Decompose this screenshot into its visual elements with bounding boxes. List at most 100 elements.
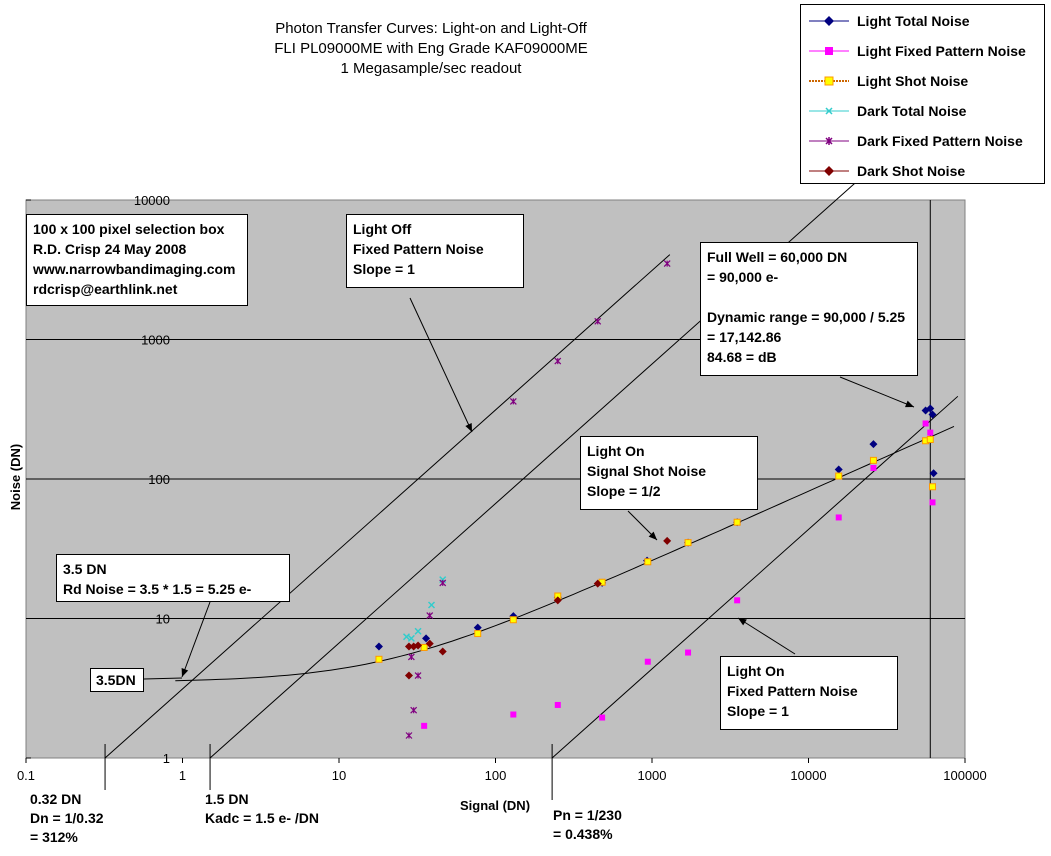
y-tick-label: 1000 <box>141 333 170 348</box>
data-point <box>474 630 482 638</box>
data-point <box>644 558 652 566</box>
data-point <box>594 317 602 325</box>
data-point <box>835 472 843 480</box>
read-noise-label-leader <box>143 677 183 680</box>
x-tick-label: 100000 <box>943 768 986 783</box>
read-noise-label: 3.5DN <box>90 668 144 692</box>
light-off-fpn-fit-line <box>104 254 671 759</box>
light-off-note: Light Off Fixed Pattern Noise Slope = 1 <box>346 214 524 288</box>
data-point <box>926 404 935 413</box>
full-well-note: Full Well = 60,000 DN = 90,000 e- Dynami… <box>700 242 918 376</box>
data-point <box>425 639 434 648</box>
diamond-marker-icon <box>809 16 849 26</box>
series-5 <box>404 536 672 680</box>
x-marker-icon <box>809 107 849 115</box>
data-point <box>422 634 431 643</box>
data-point <box>929 483 937 491</box>
pn-note: Pn = 1/230 = 0.438% <box>553 807 622 842</box>
diamond-marker-icon <box>809 166 849 176</box>
data-point <box>644 658 651 665</box>
x-tick-label: 10 <box>332 768 346 783</box>
data-point <box>510 711 517 718</box>
data-point <box>553 596 562 605</box>
series-layer <box>374 260 938 739</box>
data-point <box>407 634 415 642</box>
data-point <box>414 641 423 650</box>
legend-item-light-fpn: Light Fixed Pattern Noise <box>807 41 1026 61</box>
read-noise-arrow <box>181 601 211 678</box>
data-point <box>927 429 934 436</box>
data-point <box>663 536 672 545</box>
data-point <box>684 539 692 547</box>
data-point <box>593 579 602 588</box>
y-tick-label: 10000 <box>134 193 170 208</box>
square-marker-icon <box>809 47 849 55</box>
data-point <box>869 440 878 449</box>
y-tick-label: 100 <box>148 472 170 487</box>
selection-box-note: 100 x 100 pixel selection box R.D. Crisp… <box>26 214 248 306</box>
data-point <box>734 597 741 604</box>
data-point <box>473 623 482 632</box>
shot-noise-fit-curve <box>175 425 955 682</box>
legend-item-dark-shot: Dark Shot Noise <box>807 161 965 181</box>
data-point <box>374 642 383 651</box>
light-on-fpn-fit-line <box>551 395 959 759</box>
x-tick-label: 100 <box>485 768 507 783</box>
data-point <box>414 627 422 635</box>
data-point <box>375 655 383 663</box>
data-point <box>438 647 447 656</box>
data-point <box>733 518 741 526</box>
data-point <box>929 469 938 478</box>
data-point <box>599 714 606 721</box>
read-noise-arrow-head <box>181 668 189 677</box>
square-marker-icon <box>809 76 849 86</box>
y-tick-label: 10 <box>156 612 170 627</box>
chart-title-line-2: FLI PL09000ME with Eng Grade KAF09000ME <box>274 40 588 57</box>
series-4 <box>405 260 671 739</box>
legend: Light Total Noise Light Fixed Pattern No… <box>800 4 1045 184</box>
data-point <box>404 671 413 680</box>
light-on-fpn-arrow-head <box>738 618 747 626</box>
x-tick-label: 1 <box>179 768 186 783</box>
data-point <box>509 616 517 624</box>
axis-ticks: 0.1 1 10 100 1000 10000 100000 1 10 100 1000 10000 <box>17 193 987 783</box>
annotation-arrows <box>104 297 915 800</box>
data-point <box>427 601 436 609</box>
data-point <box>922 420 929 427</box>
light-off-arrow-head <box>465 423 472 432</box>
y-tick-label: 1 <box>163 751 170 766</box>
data-point <box>404 642 413 651</box>
x-tick-label: 0.1 <box>17 768 35 783</box>
light-off-arrow <box>409 297 473 433</box>
y-axis-label: Noise (DN) <box>8 444 23 510</box>
data-point <box>509 397 517 405</box>
data-point <box>869 456 877 464</box>
data-point <box>407 653 415 661</box>
series-1 <box>421 420 936 729</box>
star-marker-icon <box>809 137 849 145</box>
shot-noise-note: Light On Signal Shot Noise Slope = 1/2 <box>580 436 758 510</box>
data-point <box>402 633 411 641</box>
x-tick-label: 1000 <box>638 768 667 783</box>
legend-item-dark-total: Dark Total Noise <box>807 101 966 121</box>
data-point <box>439 579 447 587</box>
light-on-fpn-arrow <box>737 617 796 655</box>
kadc-note: 1.5 DN Kadc = 1.5 e- /DN <box>205 791 319 826</box>
full-well-arrow-head <box>905 400 914 408</box>
dn-note: 0.32 DN Dn = 1/0.32 = 312% <box>30 791 104 845</box>
data-point <box>835 514 842 521</box>
legend-item-light-total: Light Total Noise <box>807 11 970 31</box>
read-noise-note: 3.5 DN Rd Noise = 3.5 * 1.5 = 5.25 e- <box>56 554 290 602</box>
data-point <box>426 612 434 619</box>
data-point <box>929 499 936 506</box>
chart-title-line-3: 1 Megasample/sec readout <box>341 60 523 77</box>
data-point <box>870 464 877 471</box>
shot-noise-arrow-head <box>648 531 657 540</box>
data-point <box>554 701 561 708</box>
data-point <box>414 672 422 679</box>
data-point <box>421 722 428 729</box>
data-point <box>834 465 843 474</box>
data-point <box>663 260 671 268</box>
data-point <box>554 357 562 365</box>
legend-item-light-shot: Light Shot Noise <box>807 71 968 91</box>
